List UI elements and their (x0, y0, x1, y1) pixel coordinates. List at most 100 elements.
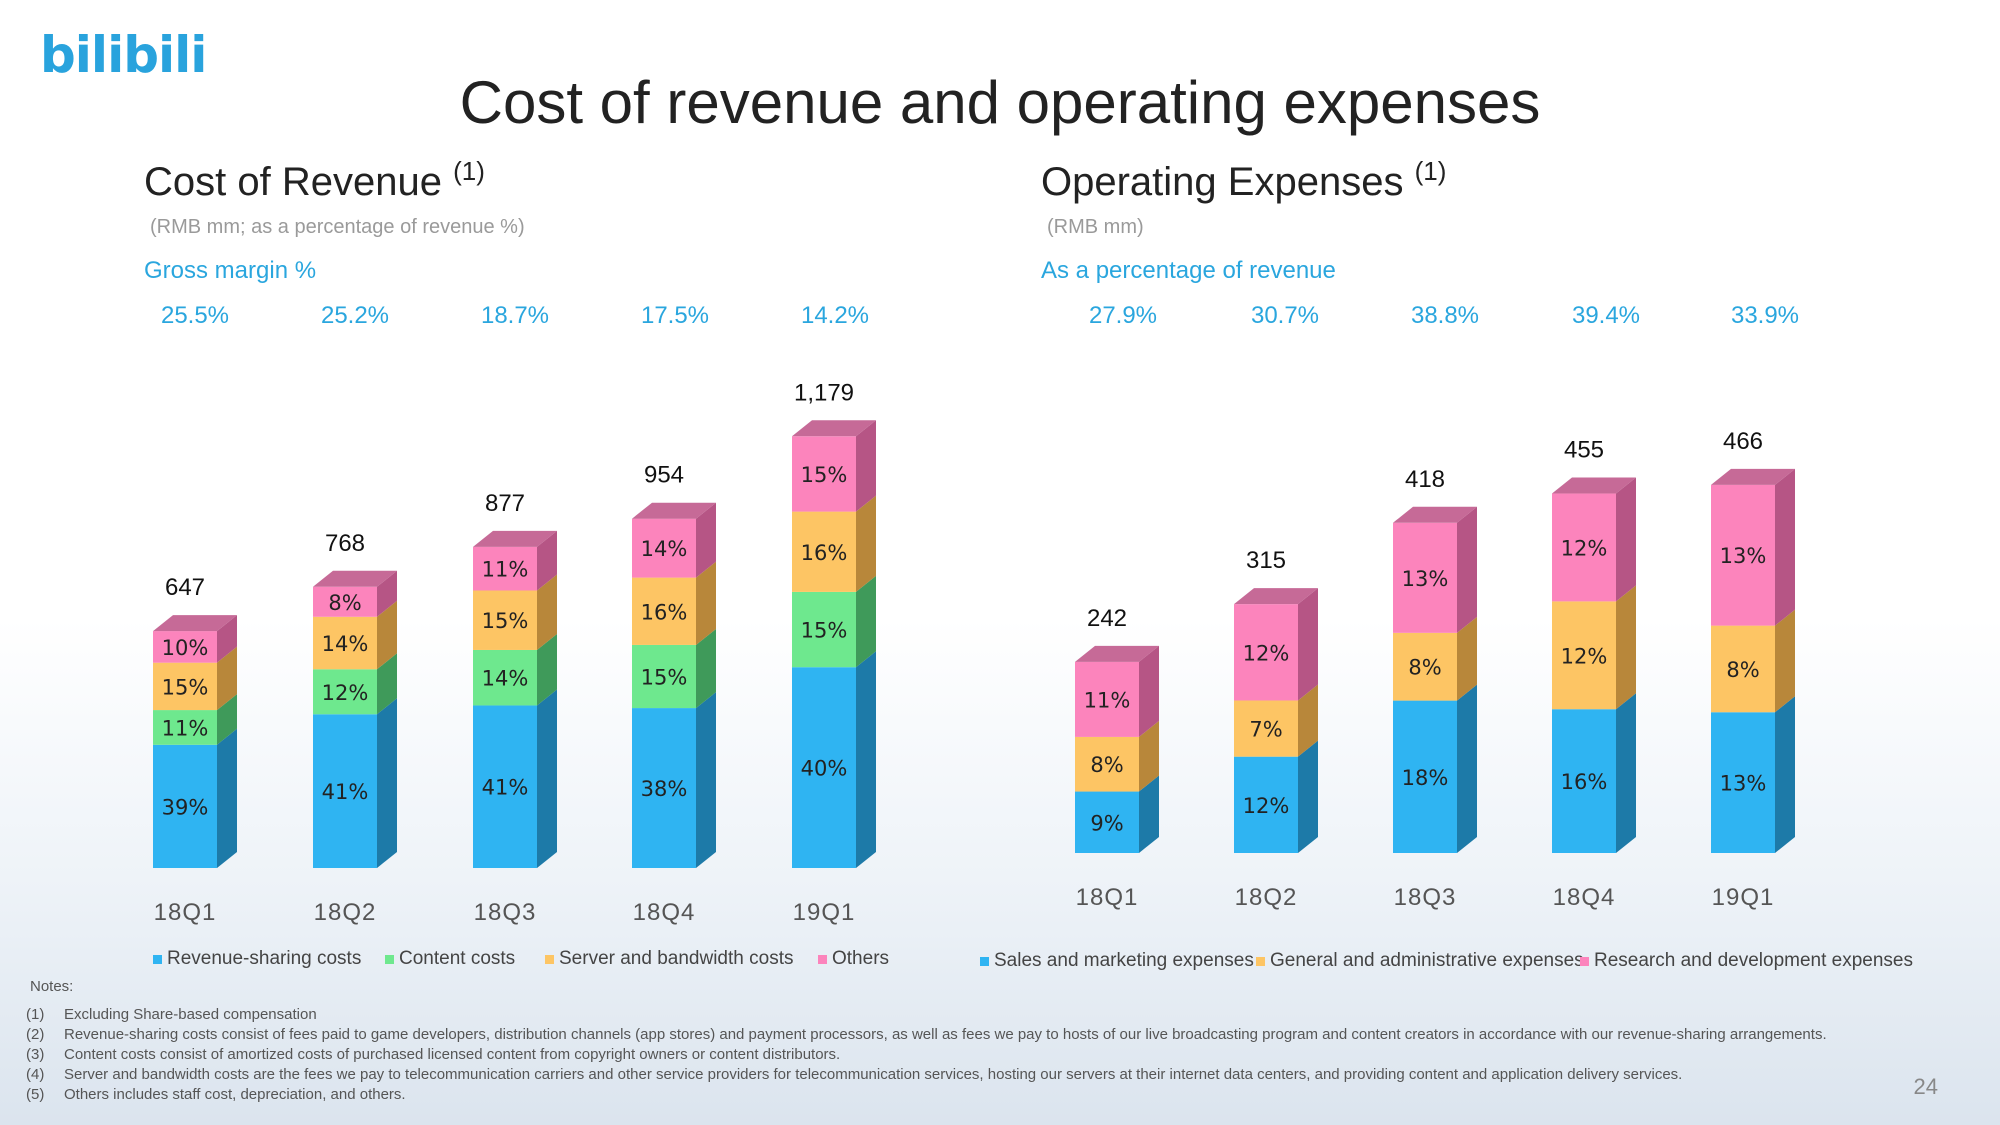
bilibili-logo: bilibili (40, 26, 207, 84)
bar-segment (153, 744, 217, 868)
bar-segment-side (1139, 645, 1159, 737)
segment-label: 11% (1084, 688, 1131, 712)
bar-segment (792, 667, 856, 868)
note-number: (4) (26, 1066, 45, 1083)
legend-item-general-admin: General and administrative expenses (1256, 950, 1584, 972)
bar-top-face (473, 530, 557, 547)
segment-label: 9% (1090, 811, 1123, 835)
bar-segment-side (1139, 720, 1159, 792)
notes-list: (1) Excluding Share-based compensation (… (26, 1005, 1827, 1105)
bar-top-face (1552, 477, 1636, 494)
legend-label: Content costs (399, 948, 516, 969)
segment-label: 8% (1408, 656, 1441, 680)
bar-segment (1075, 791, 1139, 853)
bar-segment-side (856, 575, 876, 668)
bar-segment-side (1775, 696, 1795, 853)
operating-expenses-subtitle: (RMB mm) (1047, 216, 1144, 238)
category-label: 18Q4 (633, 899, 696, 926)
bar-segment (1552, 493, 1616, 602)
legend-swatch (545, 954, 554, 964)
bar-segment (1075, 661, 1139, 737)
operating-expenses-chart: 9% 8% 11% 242 18Q1 12% 7% 12% 315 18Q2 18% 8% 13% 418… (1075, 428, 1795, 911)
total-label: 455 (1564, 437, 1604, 464)
bar-segment (632, 577, 696, 645)
segment-label: 16% (1561, 770, 1608, 794)
segment-label: 18% (1402, 766, 1449, 790)
gross-margin-value: 25.2% (320, 302, 390, 329)
bar-segment (473, 705, 537, 868)
page-title: Cost of revenue and operating expenses (459, 69, 1541, 136)
category-label: 18Q3 (474, 899, 537, 926)
total-label: 466 (1723, 428, 1763, 455)
note-item: (1) Excluding Share-based compensation (26, 1005, 1827, 1025)
bar-segment-side (1616, 693, 1636, 853)
bar-segment-side (696, 628, 716, 709)
segment-label: 10% (162, 636, 209, 660)
note-item: (2) Revenue-sharing costs consist of fee… (26, 1025, 1827, 1045)
bar-segment (632, 644, 696, 709)
bar-segment (313, 714, 377, 868)
bar-segment-side (377, 600, 397, 670)
segment-label: 13% (1720, 772, 1767, 796)
note-text: Excluding Share-based compensation (64, 1006, 317, 1023)
category-label: 18Q3 (1394, 884, 1457, 911)
bar-segment (1393, 632, 1457, 701)
legend-label: General and administrative expenses (1270, 950, 1584, 971)
bar-segment (1711, 484, 1775, 626)
segment-label: 8% (1090, 753, 1123, 777)
bar-top-face (1234, 588, 1318, 605)
segment-label: 14% (322, 632, 369, 656)
operating-expenses-footnote-ref: (1) (1414, 156, 1447, 186)
gross-margin-value: 25.5% (160, 302, 230, 329)
note-number: (1) (26, 1006, 45, 1023)
segment-label: 8% (1726, 658, 1759, 682)
segment-label: 12% (1561, 536, 1608, 560)
bar-top-face (632, 502, 716, 519)
bar-segment-side (537, 633, 557, 706)
bar-top-face (1711, 468, 1795, 485)
legend-item-server-bandwidth: Server and bandwidth costs (545, 948, 793, 970)
total-label: 768 (325, 530, 365, 557)
opex-percentage-value: 39.4% (1571, 302, 1641, 329)
cost-of-revenue-chart: 39% 11% 15% 10% 647 18Q1 41% 12% 14% 8% 768 18Q2 41%… (153, 379, 876, 926)
category-label: 18Q1 (154, 899, 217, 926)
cost-of-revenue-title: Cost of Revenue (1) (144, 156, 485, 205)
legend-swatch (153, 954, 162, 964)
category-label: 18Q2 (314, 899, 377, 926)
cost-of-revenue-title-text: Cost of Revenue (144, 160, 442, 204)
legend-label: Revenue-sharing costs (167, 948, 362, 969)
legend-item-research-development: Research and development expenses (1580, 950, 1913, 972)
legend-swatch (385, 954, 394, 964)
bar-segment-side (377, 653, 397, 715)
notes-heading: Notes: (30, 978, 74, 995)
bar-segment (1552, 709, 1616, 853)
operating-expenses-title: Operating Expenses (1) (1041, 156, 1446, 205)
bar-segment-side (1298, 740, 1318, 853)
bar-top-face (153, 615, 237, 632)
bar-segment (313, 669, 377, 715)
bar-segment (632, 708, 696, 868)
segment-label: 16% (801, 541, 848, 565)
operating-expenses-title-text: Operating Expenses (1041, 160, 1404, 204)
segment-label: 38% (641, 777, 688, 801)
bar-segment (1234, 756, 1298, 853)
bar-segment-side (1139, 775, 1159, 853)
total-label: 877 (485, 490, 525, 517)
bar-segment-side (217, 615, 237, 663)
segment-label: 11% (162, 716, 209, 740)
category-label: 18Q4 (1553, 884, 1616, 911)
bar-segment-side (856, 495, 876, 592)
bar-segment-side (217, 728, 237, 868)
gross-margin-value: 17.5% (640, 302, 710, 329)
total-label: 242 (1087, 605, 1127, 632)
opex-percentage-value: 27.9% (1088, 302, 1158, 329)
legend-label: Research and development expenses (1594, 950, 1913, 971)
note-number: (2) (26, 1026, 45, 1043)
bar-segment-side (1616, 585, 1636, 710)
segment-label: 12% (1243, 641, 1290, 665)
gross-margin-value: 18.7% (480, 302, 550, 329)
bar-segment-side (696, 502, 716, 578)
cost-of-revenue-subtitle: (RMB mm; as a percentage of revenue %) (150, 216, 525, 238)
total-label: 1,179 (794, 379, 854, 406)
category-label: 18Q1 (1076, 884, 1139, 911)
